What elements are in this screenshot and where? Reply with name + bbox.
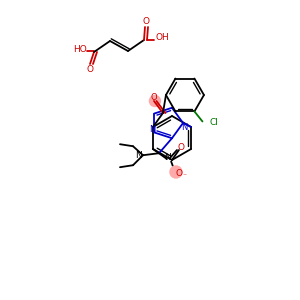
Text: N: N	[165, 152, 171, 161]
Text: O: O	[176, 169, 182, 178]
Text: O: O	[151, 92, 157, 101]
Text: Cl: Cl	[209, 118, 218, 127]
Text: OH: OH	[155, 34, 169, 43]
Text: HO: HO	[73, 46, 87, 55]
Text: O: O	[142, 16, 149, 26]
Text: N: N	[181, 122, 187, 131]
Text: ⁻: ⁻	[183, 172, 187, 181]
Text: N: N	[149, 125, 155, 134]
Text: N: N	[136, 151, 142, 160]
Text: O: O	[86, 65, 94, 74]
Text: O: O	[177, 142, 184, 152]
Circle shape	[170, 166, 182, 178]
Circle shape	[149, 95, 161, 106]
